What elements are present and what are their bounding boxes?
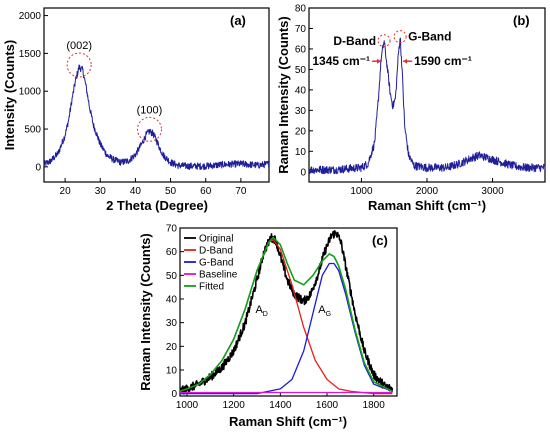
y-tick-label: 30 [166, 318, 178, 329]
g-band-position-label: 1590 cm⁻¹ [414, 54, 472, 68]
y-tick-label: 60 [166, 247, 178, 258]
legend-entry: G-Band [199, 258, 233, 269]
peak-label: (002) [66, 40, 92, 52]
x-tick-label: 1000 [176, 400, 199, 411]
y-tick-label: 0 [35, 162, 41, 173]
y-tick-label: 10 [295, 147, 307, 158]
legend-entry: Original [199, 234, 233, 245]
panel-a-x-axis-label: 2 Theta (Degree) [106, 198, 208, 213]
d-band-label: D-Band [333, 34, 376, 48]
panel-b-annotations: D-Band G-Band 1345 cm⁻¹ 1590 cm⁻¹ [312, 30, 471, 69]
panel-a-y-axis-label: Intensity (Counts) [2, 40, 17, 151]
y-tick-label: 40 [295, 85, 307, 96]
legend-entry: D-Band [199, 246, 233, 257]
area-label-subscript: D [263, 311, 268, 318]
x-tick-label: 1800 [363, 400, 386, 411]
y-tick-label: 0 [300, 167, 306, 178]
panel-c-annotations: AD AG [255, 304, 331, 318]
y-tick-label: 50 [166, 271, 178, 282]
y-tick-label: 1500 [19, 49, 42, 60]
panel-a: 20 30 40 50 60 70 0 500 1000 1500 2000 (002) (100)… [2, 7, 270, 213]
panel-a-series [43, 64, 270, 170]
d-band-position-label: 1345 cm⁻¹ [312, 54, 370, 68]
legend-entry: Fitted [199, 282, 224, 293]
area-label: AD [255, 304, 267, 318]
panel-a-label: (a) [230, 13, 246, 28]
series-line-fitted [179, 236, 393, 393]
panel-c-label: (c) [372, 233, 388, 248]
y-tick-label: 40 [166, 294, 178, 305]
x-tick-label: 70 [235, 186, 247, 197]
g-band-label: G-Band [408, 30, 451, 44]
y-tick-label: 500 [24, 125, 41, 136]
panel-b-y-ticks: 0 10 20 30 40 50 60 70 80 [295, 4, 313, 178]
area-label-subscript: G [326, 311, 331, 318]
y-tick-label: 1000 [19, 87, 42, 98]
area-label: AG [318, 304, 331, 318]
panel-c-x-axis-label: Raman Shift (cm⁻¹) [229, 414, 347, 429]
y-tick-label: 2000 [19, 11, 42, 22]
d-band-highlight-circle [377, 34, 391, 48]
d-band-arrow-head [377, 58, 382, 64]
x-tick-label: 1600 [316, 400, 339, 411]
y-tick-label: 20 [166, 342, 178, 353]
legend-entry: Baseline [199, 270, 238, 281]
g-band-arrow-head [403, 58, 408, 64]
x-tick-label: 1400 [269, 400, 292, 411]
panel-c-y-axis-label: Raman Intensity (Counts) [138, 233, 153, 390]
panel-b-y-axis-label: Raman Intensity (Counts) [276, 16, 291, 173]
panel-c-x-ticks: 1000 1200 1400 1600 1800 [176, 392, 385, 411]
x-tick-label: 60 [200, 186, 212, 197]
y-tick-label: 80 [295, 4, 307, 15]
x-tick-label: 50 [165, 186, 177, 197]
x-tick-label: 2000 [416, 186, 439, 197]
x-tick-label: 20 [60, 186, 72, 197]
y-tick-label: 10 [166, 365, 178, 376]
x-tick-label: 1000 [350, 186, 373, 197]
panel-a-frame [43, 7, 270, 183]
x-tick-label: 40 [130, 186, 142, 197]
x-tick-label: 30 [95, 186, 107, 197]
y-tick-label: 50 [295, 65, 307, 76]
peak-label: (100) [137, 104, 163, 116]
x-tick-label: 1200 [223, 400, 246, 411]
peak-highlight-circle [136, 116, 162, 142]
y-tick-label: 70 [295, 24, 307, 35]
g-band-highlight-circle [393, 30, 407, 44]
series-line [308, 37, 546, 175]
panel-c-y-ticks: 0 10 20 30 40 50 60 70 [166, 224, 184, 400]
panel-a-x-ticks: 20 30 40 50 60 70 [60, 178, 247, 197]
y-tick-label: 60 [295, 44, 307, 55]
panel-b-series [308, 37, 546, 175]
peak-highlight-circle [66, 52, 92, 78]
panel-b-x-ticks: 1000 2000 3000 [350, 178, 504, 197]
panel-c-series [179, 230, 394, 395]
y-tick-label: 0 [171, 389, 177, 400]
panel-a-annotations: (002) (100) [66, 40, 163, 142]
panel-b-x-axis-label: Raman Shift (cm⁻¹) [368, 198, 486, 213]
panel-c-frame [179, 227, 398, 397]
y-tick-label: 20 [295, 126, 307, 137]
x-tick-label: 3000 [481, 186, 504, 197]
panel-b: 1000 2000 3000 0 10 20 30 40 50 60 70 80 D-Band G-B… [276, 4, 546, 213]
panel-a-y-ticks: 0 500 1000 1500 2000 [19, 11, 48, 173]
y-tick-label: 30 [295, 106, 307, 117]
panel-b-label: (b) [513, 13, 530, 28]
series-line-original [179, 230, 394, 395]
series-line [43, 64, 270, 170]
y-tick-label: 70 [166, 224, 178, 235]
